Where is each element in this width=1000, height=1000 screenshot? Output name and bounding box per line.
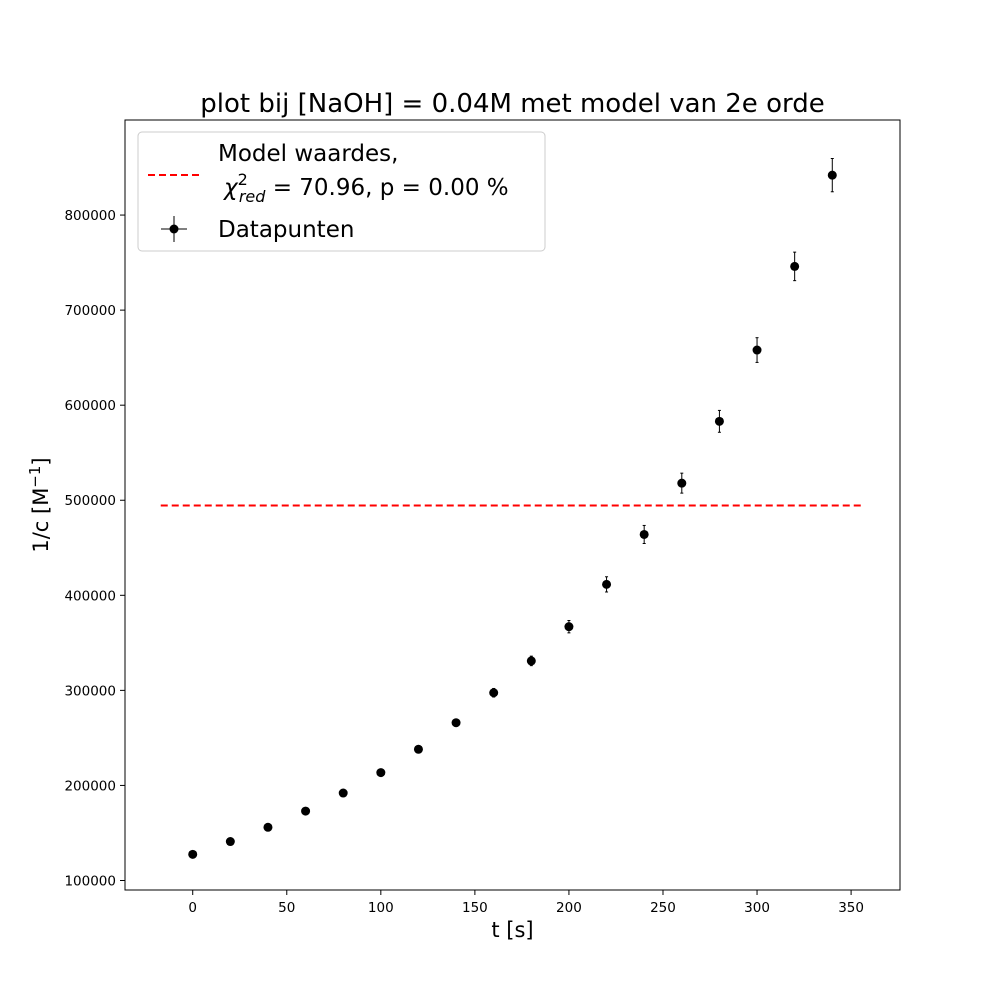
- y-tick-label-200000: 200000: [64, 778, 116, 794]
- data-marker-8: [489, 688, 499, 698]
- x-tick-label-100: 100: [368, 900, 394, 916]
- data-marker-3: [301, 806, 311, 816]
- data-marker-6: [413, 744, 423, 754]
- y-tick-label-500000: 500000: [64, 493, 116, 509]
- axes-frame: [124, 119, 901, 891]
- y-axis-label: 1/c [M−1]: [26, 457, 53, 552]
- y-tick-label-700000: 700000: [64, 303, 116, 319]
- y-tick-label-600000: 600000: [64, 398, 116, 414]
- x-tick-label-200: 200: [556, 900, 582, 916]
- y-axis: 100000 200000 300000 400000 500000 600000 7000…: [64, 208, 125, 889]
- data-point-16: [790, 251, 800, 282]
- data-marker-7: [451, 718, 461, 728]
- x-tick-label-350: 350: [838, 900, 864, 916]
- legend-model-label: Model waardes,: [218, 141, 398, 167]
- data-point-17: [827, 158, 837, 193]
- data-point-3: [301, 806, 311, 816]
- data-marker-17: [827, 170, 837, 180]
- data-marker-12: [639, 529, 649, 539]
- x-tick-label-250: 250: [650, 900, 676, 916]
- y-axis-label-base: 1/c [M: [29, 488, 53, 553]
- x-tick-label-50: 50: [278, 900, 295, 916]
- data-marker-16: [790, 261, 800, 271]
- chart-title: plot bij [NaOH] = 0.04M met model van 2e…: [200, 89, 824, 119]
- data-marker-13: [677, 478, 687, 488]
- legend-box: [137, 131, 546, 252]
- data-point-14: [714, 409, 724, 433]
- plot-area: [160, 158, 863, 859]
- legend-chi-symbol: χ: [222, 175, 239, 201]
- legend: Model waardes, χ2 red = 70.96, p = 0.00 %…: [137, 131, 546, 252]
- data-point-1: [225, 837, 235, 847]
- data-point-8: [489, 687, 499, 698]
- x-tick-label-150: 150: [462, 900, 488, 916]
- data-point-5: [376, 768, 386, 778]
- data-marker-4: [338, 788, 348, 798]
- y-tick-label-300000: 300000: [64, 683, 116, 699]
- data-point-13: [677, 472, 687, 494]
- legend-model-stats: = 70.96, p = 0.00 %: [265, 175, 508, 201]
- legend-model-statistic: χ2 red = 70.96, p = 0.00 %: [222, 170, 509, 206]
- x-tick-label-0: 0: [188, 900, 197, 916]
- data-point-6: [413, 744, 423, 754]
- data-marker-10: [564, 622, 574, 632]
- data-marker-1: [225, 837, 235, 847]
- legend-marker-dot: [169, 224, 179, 234]
- data-marker-5: [376, 768, 386, 778]
- y-axis-label-superscript: −1: [26, 466, 44, 488]
- legend-chi-superscript: 2: [238, 170, 248, 189]
- x-tick-label-300: 300: [744, 900, 770, 916]
- legend-data-label: Datapunten: [218, 217, 354, 243]
- data-marker-11: [602, 579, 612, 589]
- data-marker-15: [752, 345, 762, 355]
- data-point-0: [188, 849, 198, 859]
- data-marker-2: [263, 822, 273, 832]
- data-point-4: [338, 788, 348, 798]
- data-point-12: [639, 524, 649, 544]
- y-axis-label-end: ]: [29, 457, 53, 465]
- x-axis: 0 50 100 150 200 250 300 350: [188, 890, 864, 916]
- x-axis-label: t [s]: [491, 918, 533, 942]
- data-point-2: [263, 822, 273, 832]
- data-point-10: [564, 620, 574, 634]
- y-tick-label-800000: 800000: [64, 208, 116, 224]
- y-tick-label-100000: 100000: [64, 873, 116, 889]
- legend-data-marker: [161, 216, 187, 242]
- data-marker-0: [188, 849, 198, 859]
- data-point-11: [602, 576, 612, 593]
- data-point-15: [752, 337, 762, 363]
- data-marker-9: [526, 656, 536, 666]
- data-marker-14: [714, 416, 724, 426]
- data-point-9: [526, 655, 536, 667]
- legend-chi-subscript: red: [239, 187, 266, 206]
- data-point-7: [451, 718, 461, 728]
- y-tick-label-400000: 400000: [64, 588, 116, 604]
